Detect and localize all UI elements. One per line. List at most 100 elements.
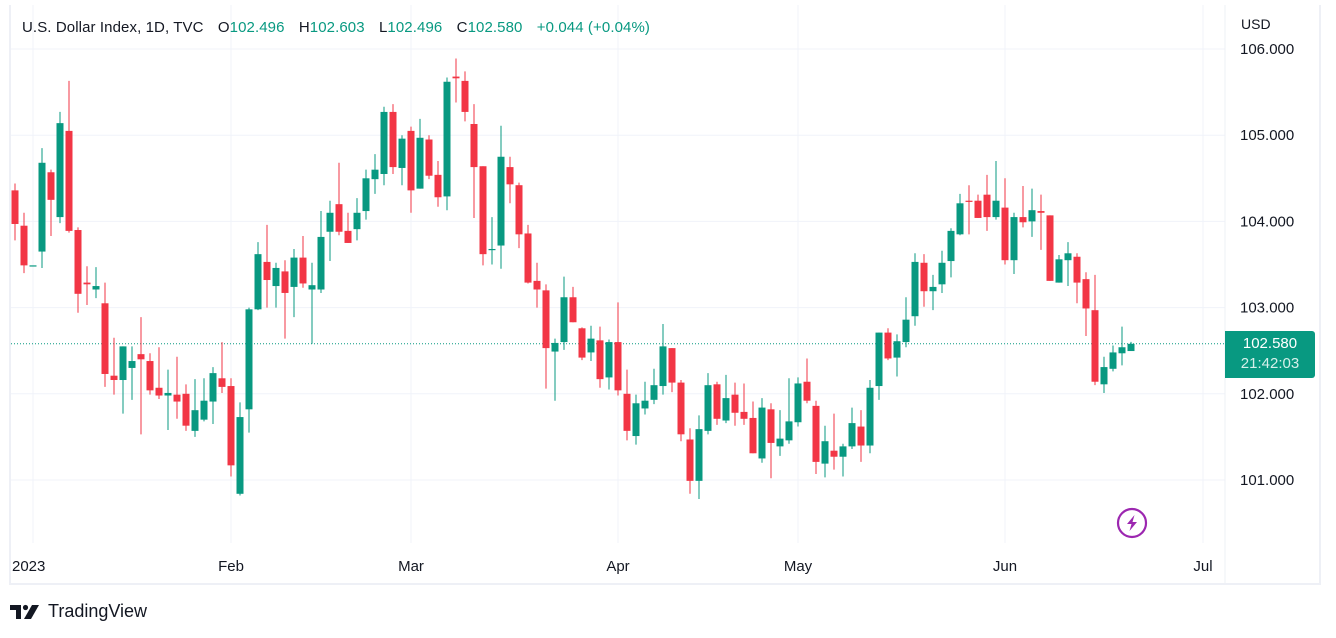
candle [848, 407, 856, 449]
candle-body [776, 438, 784, 447]
candle [812, 400, 820, 474]
candle [254, 242, 262, 311]
candle [425, 135, 433, 180]
candle-body [1019, 217, 1027, 223]
price-tick-label: 101.000 [1240, 472, 1294, 489]
candle [515, 182, 523, 249]
price-axis[interactable]: 101.000 102.000 103.000 104.000 105.000 106.0… [1240, 41, 1294, 489]
candle [839, 443, 847, 477]
candle [623, 369, 631, 441]
tradingview-brand[interactable]: TradingView [10, 601, 147, 622]
candle-body [173, 394, 181, 402]
time-tick-label: Jun [993, 558, 1017, 575]
candle-body [1046, 215, 1054, 281]
symbol-title[interactable]: U.S. Dollar Index, 1D, TVC [22, 19, 204, 36]
candle-body [920, 262, 928, 292]
candle [776, 410, 784, 456]
candle-body [380, 111, 388, 174]
candle [902, 297, 910, 348]
candle [146, 353, 154, 395]
candle [1037, 194, 1045, 250]
candle-body [596, 340, 604, 380]
last-price-value: 102.580 [1242, 335, 1298, 352]
candle-body [389, 111, 397, 168]
lightning-icon[interactable] [1116, 507, 1148, 539]
candle [56, 111, 64, 224]
candle [857, 410, 865, 462]
candle [20, 212, 28, 274]
candle-body [650, 385, 658, 400]
candle-body [659, 346, 667, 387]
candle [344, 212, 352, 243]
candle-body [308, 285, 316, 290]
candle [92, 267, 100, 299]
candle [632, 394, 640, 445]
candle-body [479, 166, 487, 255]
candle [47, 169, 55, 237]
candle [191, 379, 199, 437]
candle [38, 148, 46, 268]
candle [1028, 188, 1036, 237]
candle [821, 425, 829, 478]
candle [209, 367, 217, 424]
candle [389, 104, 397, 174]
time-tick-label: Mar [398, 558, 424, 575]
candle-body [362, 178, 370, 212]
candle [434, 161, 442, 207]
candle-body [227, 386, 235, 466]
candle [965, 185, 973, 235]
candle [443, 77, 451, 211]
candle-body [353, 212, 361, 230]
candle [614, 302, 622, 396]
candle [749, 401, 757, 454]
candle-body [533, 280, 541, 290]
candle-body [317, 236, 325, 290]
candle-body [1001, 207, 1009, 261]
time-axis[interactable]: 2023 Feb Mar Apr May Jun Jul [12, 558, 1213, 575]
candle [1109, 345, 1117, 372]
price-tick-label: 106.000 [1240, 41, 1294, 58]
candle [362, 169, 370, 220]
candle-body [425, 139, 433, 176]
candle [11, 183, 19, 241]
candle-body [452, 76, 460, 79]
candle-body [821, 441, 829, 464]
candle [155, 347, 163, 399]
candle-body [326, 212, 334, 232]
candle-body [731, 394, 739, 413]
candle [137, 317, 145, 435]
candle-body [911, 261, 919, 317]
candle-body [614, 342, 622, 391]
time-tick-label: May [784, 558, 813, 575]
candle [767, 403, 775, 479]
candle [110, 337, 118, 395]
candle-body [299, 257, 307, 284]
candle-body [857, 426, 865, 446]
candle-body [515, 185, 523, 235]
candle-body [947, 230, 955, 262]
candle [830, 413, 838, 470]
candle-body [956, 203, 964, 235]
candle-body [740, 411, 748, 419]
candle-body [1073, 256, 1081, 283]
candle-body [146, 361, 154, 391]
candle [497, 125, 505, 269]
candle [290, 248, 298, 318]
candle [101, 282, 109, 387]
candle-body [848, 423, 856, 447]
candle [884, 328, 892, 361]
candle-body [704, 385, 712, 431]
candle-body [65, 130, 73, 231]
currency-label[interactable]: USD [1241, 16, 1271, 32]
candle-body [200, 400, 208, 420]
candle-body [839, 446, 847, 457]
candle [173, 356, 181, 419]
candle-body [344, 230, 352, 243]
candle-body [92, 286, 100, 290]
candle-body [398, 138, 406, 168]
candle-body [497, 156, 505, 246]
candle-body [416, 137, 424, 189]
candle-body [1127, 343, 1135, 352]
candle-body [29, 265, 37, 267]
